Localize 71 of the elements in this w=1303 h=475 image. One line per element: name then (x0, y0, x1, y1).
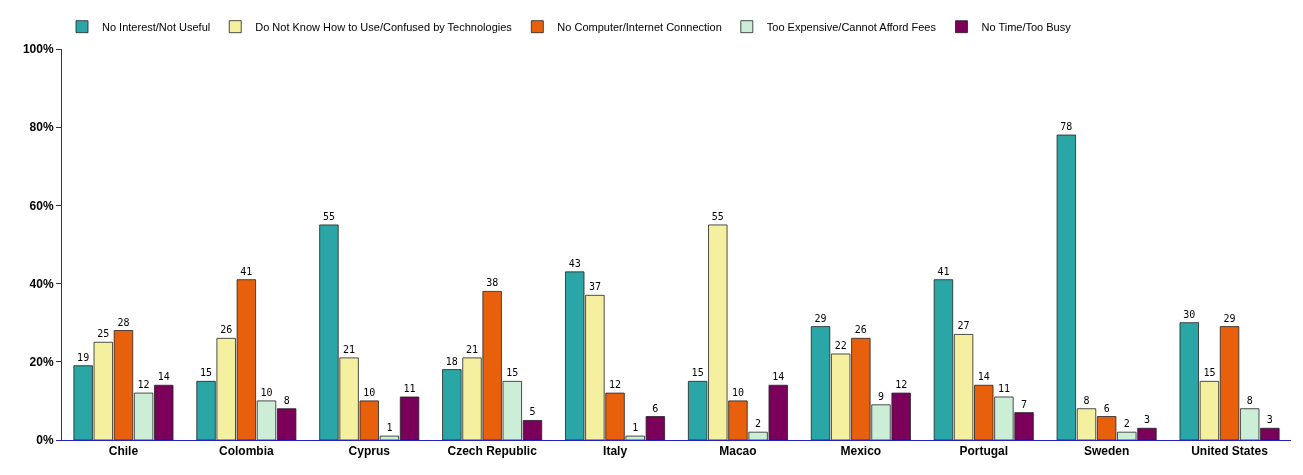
data-label: 5 (529, 406, 536, 418)
data-label: 29 (1223, 312, 1236, 324)
data-label: 11 (403, 382, 416, 394)
x-tick-label: Sweden (1083, 444, 1130, 459)
data-label: 38 (486, 277, 499, 289)
legend-label: No Interest/Not Useful (102, 20, 211, 33)
data-label: 26 (854, 324, 867, 336)
data-label: 12 (137, 379, 150, 391)
legend-label: No Computer/Internet Connection (557, 20, 722, 33)
x-tick-label: Italy (603, 444, 628, 459)
data-label: 30 (1183, 308, 1196, 320)
data-label: 12 (609, 379, 622, 391)
data-label: 15 (691, 367, 704, 379)
legend-label: No Time/Too Busy (981, 20, 1072, 33)
data-label: 21 (343, 343, 356, 355)
data-label: 41 (240, 265, 253, 277)
data-label: 1 (386, 422, 393, 434)
x-tick-label: Chile (108, 444, 139, 459)
data-label: 27 (957, 320, 970, 332)
data-label: 8 (1246, 394, 1253, 406)
data-label: 28 (117, 316, 130, 328)
data-label: 3 (1266, 414, 1273, 426)
data-label: 15 (506, 367, 519, 379)
data-label: 6 (652, 402, 659, 414)
data-label: 6 (1103, 402, 1110, 414)
data-label: 55 (322, 210, 335, 222)
data-label: 15 (1203, 367, 1216, 379)
data-label: 26 (220, 324, 233, 336)
y-tick-label: 80% (29, 120, 54, 135)
data-label: 37 (588, 281, 601, 293)
data-label: 10 (260, 386, 273, 398)
data-label: 1 (632, 422, 639, 434)
data-label: 14 (772, 371, 785, 383)
data-label: 14 (977, 371, 990, 383)
legend-label: Too Expensive/Cannot Afford Fees (766, 20, 937, 33)
data-label: 7 (1021, 398, 1028, 410)
data-label: 25 (97, 328, 110, 340)
data-label: 8 (1083, 394, 1090, 406)
data-label: 41 (937, 265, 950, 277)
data-label: 2 (755, 418, 762, 430)
data-label: 9 (877, 390, 885, 402)
data-label: 43 (568, 257, 581, 269)
x-tick-label: Colombia (219, 444, 275, 459)
data-label: 12 (895, 379, 908, 391)
data-label: 10 (731, 386, 744, 398)
data-label: 2 (1123, 418, 1130, 430)
x-tick-label: Macao (719, 444, 757, 459)
y-tick-label: 100% (22, 42, 54, 57)
y-tick-label: 60% (29, 198, 54, 213)
y-tick-label: 0% (36, 433, 54, 448)
data-label: 55 (711, 210, 724, 222)
data-label: 22 (834, 339, 847, 351)
x-tick-label: Cyprus (348, 444, 391, 459)
x-tick-label: United States (1191, 444, 1269, 459)
data-label: 15 (200, 367, 213, 379)
y-tick-label: 20% (29, 355, 54, 369)
x-tick-label: Portugal (959, 444, 1009, 459)
data-label: 3 (1143, 414, 1150, 426)
data-label: 10 (363, 386, 376, 398)
data-label: 14 (157, 371, 170, 383)
data-label: 78 (1060, 121, 1073, 133)
data-label: 21 (465, 343, 479, 355)
x-tick-label: Mexico (840, 444, 882, 459)
legend-label: Do Not Know How to Use/Confused by Technologies (255, 20, 513, 33)
data-label: 18 (445, 355, 458, 367)
data-label: 19 (77, 351, 90, 363)
data-label: 29 (814, 312, 827, 324)
x-tick-label: Czech Republic (447, 444, 538, 459)
y-tick-label: 40% (29, 276, 54, 291)
data-label: 8 (283, 394, 290, 406)
data-label: 11 (997, 382, 1010, 394)
